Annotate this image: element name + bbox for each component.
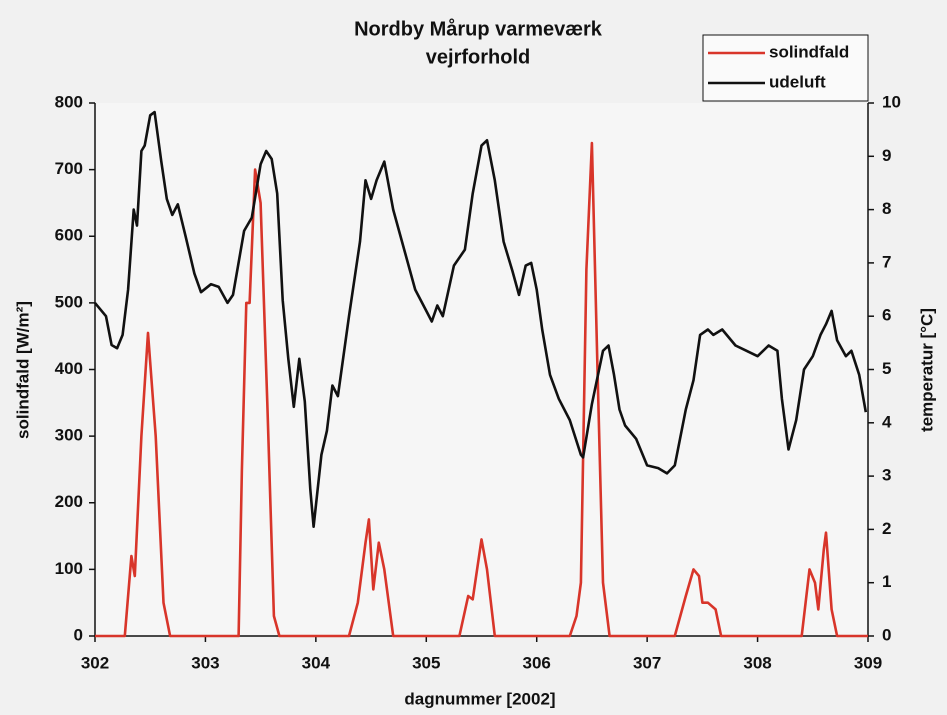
chart-subtitle: vejrforhold — [426, 46, 530, 68]
y-tick-label: 700 — [55, 159, 83, 178]
series-line — [95, 141, 868, 638]
legend-box — [702, 34, 869, 102]
y-tick-label: 600 — [55, 226, 83, 245]
y-tick-label: 800 — [55, 92, 83, 111]
x-tick-label: 303 — [191, 653, 219, 672]
y-tick-label: 400 — [55, 359, 83, 378]
y2-tick-label: 3 — [882, 466, 891, 485]
series-line — [93, 110, 868, 528]
x-tick-label: 307 — [633, 653, 661, 672]
y2-tick-label: 6 — [882, 306, 891, 325]
legend-label: udeluft — [769, 72, 826, 91]
legend-label: solindfald — [769, 42, 849, 61]
y-tick-label: 200 — [55, 492, 83, 511]
x-tick-label: 304 — [302, 653, 331, 672]
y2-tick-label: 4 — [882, 412, 892, 431]
y-axis-label: solindfald [W/m²] — [13, 301, 32, 439]
y2-tick-label: 8 — [882, 199, 891, 218]
x-tick-label: 308 — [743, 653, 771, 672]
y-tick-label: 0 — [74, 625, 83, 644]
x-tick-label: 306 — [523, 653, 551, 672]
y2-tick-label: 1 — [882, 572, 891, 591]
x-tick-label: 302 — [81, 653, 109, 672]
y2-tick-label: 10 — [882, 92, 901, 111]
x-axis-label: dagnummer [2002] — [404, 689, 555, 708]
x-tick-label: 305 — [412, 653, 440, 672]
y-tick-label: 500 — [55, 292, 83, 311]
y2-tick-label: 5 — [882, 359, 891, 378]
y2-tick-label: 9 — [882, 146, 891, 165]
y-tick-label: 300 — [55, 426, 83, 445]
y2-tick-label: 7 — [882, 252, 891, 271]
chart-title: Nordby Mårup varmeværk — [354, 17, 603, 40]
y2-tick-label: 0 — [882, 625, 891, 644]
x-tick-label: 309 — [854, 653, 882, 672]
y-tick-label: 100 — [55, 559, 83, 578]
y2-axis-label: temperatur [°C] — [917, 308, 936, 432]
y2-tick-label: 2 — [882, 519, 891, 538]
plot-area — [95, 103, 868, 636]
